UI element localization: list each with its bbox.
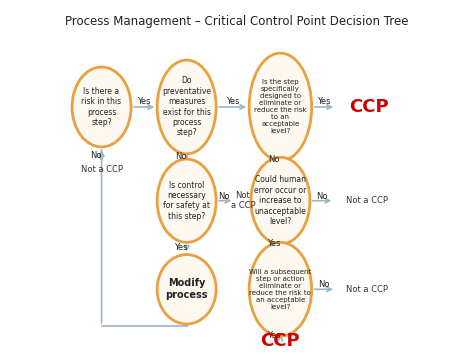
- Text: No: No: [90, 151, 101, 160]
- Text: Yes: Yes: [173, 243, 187, 252]
- Text: No: No: [318, 280, 329, 289]
- Text: No: No: [316, 192, 328, 201]
- Text: Will a subsequent
step or action
eliminate or
reduce the risk to
an acceptable
l: Will a subsequent step or action elimina…: [249, 269, 311, 310]
- Text: Modify
process: Modify process: [165, 278, 208, 300]
- Text: Not
a CCP: Not a CCP: [230, 191, 255, 211]
- Text: Yes: Yes: [267, 239, 281, 247]
- Text: No: No: [174, 152, 186, 161]
- Ellipse shape: [157, 159, 216, 242]
- Text: Is there a
risk in this
process
step?: Is there a risk in this process step?: [82, 87, 122, 127]
- Text: Process Management – Critical Control Point Decision Tree: Process Management – Critical Control Po…: [65, 15, 409, 28]
- Ellipse shape: [157, 60, 216, 154]
- Text: CCP: CCP: [261, 332, 300, 350]
- Text: Is the step
specifically
designed to
eliminate or
reduce the risk
to an
acceptab: Is the step specifically designed to eli…: [254, 80, 307, 135]
- Text: Yes: Yes: [267, 331, 281, 340]
- Ellipse shape: [251, 157, 310, 244]
- Ellipse shape: [249, 53, 312, 161]
- Text: Yes: Yes: [317, 97, 330, 106]
- Text: CCP: CCP: [349, 98, 389, 116]
- Text: Yes: Yes: [137, 97, 151, 106]
- Text: No: No: [218, 192, 229, 201]
- Text: Not a CCP: Not a CCP: [346, 285, 388, 294]
- Text: Not a CCP: Not a CCP: [81, 165, 123, 174]
- Text: Yes: Yes: [226, 97, 239, 106]
- Text: Is control
necessary
for safety at
this step?: Is control necessary for safety at this …: [163, 181, 210, 221]
- Text: Could human
error occur or
increase to
unacceptable
level?: Could human error occur or increase to u…: [254, 175, 307, 226]
- Ellipse shape: [157, 255, 216, 324]
- Text: No: No: [268, 155, 280, 164]
- Ellipse shape: [249, 242, 312, 336]
- Text: Do
preventative
measures
exist for this
process
step?: Do preventative measures exist for this …: [162, 76, 211, 137]
- Ellipse shape: [72, 67, 131, 147]
- Text: Not a CCP: Not a CCP: [346, 196, 388, 205]
